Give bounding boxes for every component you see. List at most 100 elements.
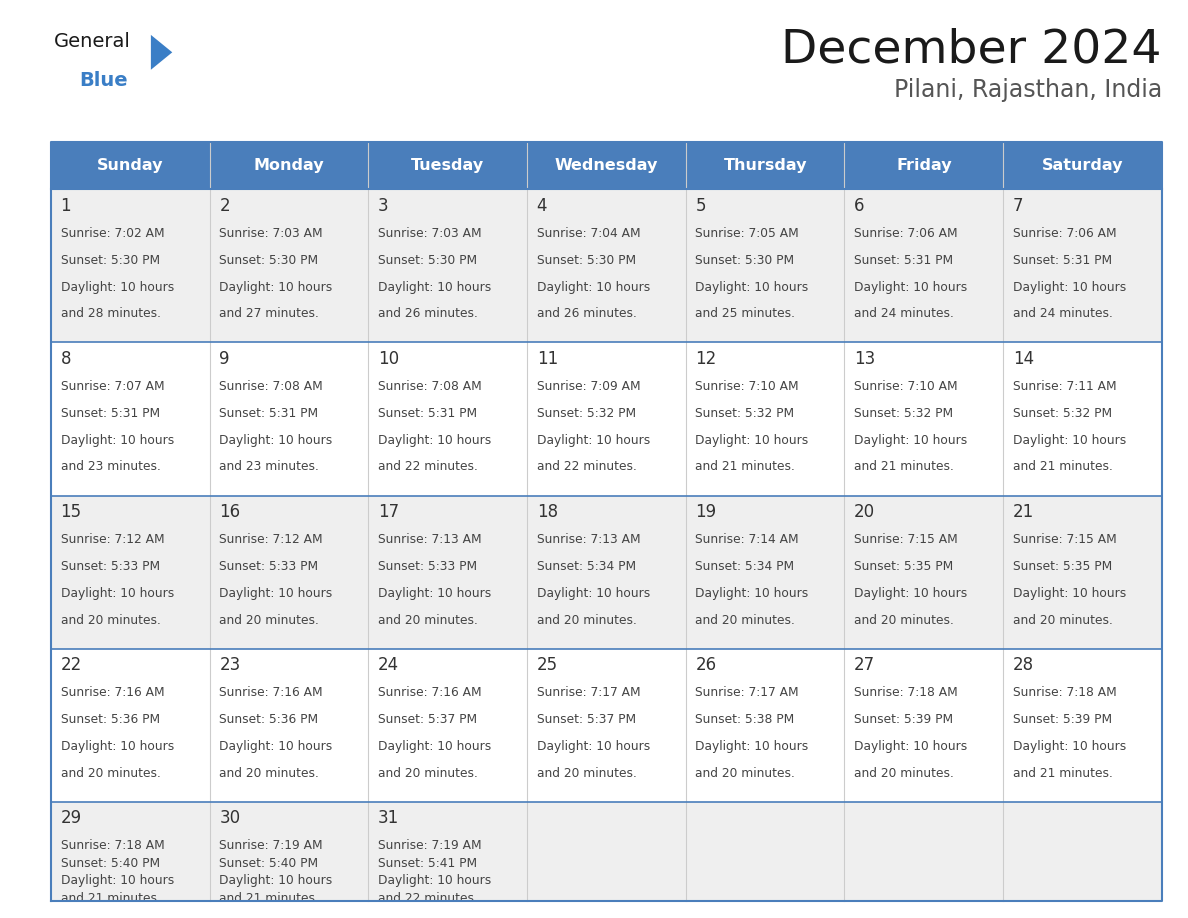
FancyBboxPatch shape (1003, 496, 1162, 649)
Text: Daylight: 10 hours: Daylight: 10 hours (378, 874, 491, 888)
Text: Tuesday: Tuesday (411, 158, 485, 174)
Text: Sunset: 5:32 PM: Sunset: 5:32 PM (695, 407, 795, 420)
Text: and 21 minutes.: and 21 minutes. (220, 891, 320, 905)
Text: Daylight: 10 hours: Daylight: 10 hours (854, 740, 967, 753)
FancyBboxPatch shape (527, 342, 685, 496)
Text: and 27 minutes.: and 27 minutes. (220, 308, 320, 320)
FancyBboxPatch shape (685, 342, 845, 496)
Polygon shape (151, 35, 172, 70)
Text: Daylight: 10 hours: Daylight: 10 hours (1012, 281, 1126, 294)
Text: and 20 minutes.: and 20 minutes. (854, 613, 954, 627)
Text: Sunrise: 7:12 AM: Sunrise: 7:12 AM (61, 533, 164, 546)
Text: Daylight: 10 hours: Daylight: 10 hours (1012, 740, 1126, 753)
FancyBboxPatch shape (51, 342, 210, 496)
Text: 23: 23 (220, 656, 240, 674)
Text: Sunset: 5:33 PM: Sunset: 5:33 PM (61, 560, 159, 573)
FancyBboxPatch shape (527, 801, 685, 901)
Text: Sunrise: 7:08 AM: Sunrise: 7:08 AM (378, 380, 481, 393)
FancyBboxPatch shape (527, 496, 685, 649)
Text: Wednesday: Wednesday (555, 158, 658, 174)
Text: Sunrise: 7:09 AM: Sunrise: 7:09 AM (537, 380, 640, 393)
Text: Daylight: 10 hours: Daylight: 10 hours (61, 874, 173, 888)
Text: Sunrise: 7:03 AM: Sunrise: 7:03 AM (220, 227, 323, 240)
Text: Daylight: 10 hours: Daylight: 10 hours (695, 433, 809, 447)
Text: Sunrise: 7:16 AM: Sunrise: 7:16 AM (61, 687, 164, 700)
Text: 10: 10 (378, 350, 399, 368)
Text: Sunset: 5:39 PM: Sunset: 5:39 PM (854, 713, 953, 726)
FancyBboxPatch shape (210, 649, 368, 801)
Text: Monday: Monday (254, 158, 324, 174)
Text: and 20 minutes.: and 20 minutes. (61, 613, 160, 627)
Text: and 26 minutes.: and 26 minutes. (378, 308, 478, 320)
Text: Sunrise: 7:03 AM: Sunrise: 7:03 AM (378, 227, 481, 240)
Text: Sunset: 5:34 PM: Sunset: 5:34 PM (695, 560, 795, 573)
Text: Sunset: 5:40 PM: Sunset: 5:40 PM (61, 856, 159, 870)
Text: and 20 minutes.: and 20 minutes. (378, 767, 478, 779)
Text: Daylight: 10 hours: Daylight: 10 hours (378, 587, 491, 599)
FancyBboxPatch shape (210, 189, 368, 342)
Text: Daylight: 10 hours: Daylight: 10 hours (220, 740, 333, 753)
Text: Daylight: 10 hours: Daylight: 10 hours (537, 740, 650, 753)
Text: Daylight: 10 hours: Daylight: 10 hours (61, 587, 173, 599)
Text: Sunrise: 7:13 AM: Sunrise: 7:13 AM (537, 533, 640, 546)
Text: Sunset: 5:38 PM: Sunset: 5:38 PM (695, 713, 795, 726)
Text: 11: 11 (537, 350, 558, 368)
Text: Sunset: 5:30 PM: Sunset: 5:30 PM (378, 253, 478, 267)
FancyBboxPatch shape (1003, 189, 1162, 342)
Text: Daylight: 10 hours: Daylight: 10 hours (854, 281, 967, 294)
Text: and 20 minutes.: and 20 minutes. (220, 613, 320, 627)
Text: Sunrise: 7:10 AM: Sunrise: 7:10 AM (695, 380, 800, 393)
Text: Sunset: 5:32 PM: Sunset: 5:32 PM (537, 407, 636, 420)
Text: Sunrise: 7:04 AM: Sunrise: 7:04 AM (537, 227, 640, 240)
Text: 24: 24 (378, 656, 399, 674)
Text: 14: 14 (1012, 350, 1034, 368)
Text: Daylight: 10 hours: Daylight: 10 hours (695, 587, 809, 599)
Text: Sunrise: 7:18 AM: Sunrise: 7:18 AM (61, 839, 164, 853)
Text: and 20 minutes.: and 20 minutes. (695, 613, 795, 627)
Text: and 23 minutes.: and 23 minutes. (61, 461, 160, 474)
Text: Daylight: 10 hours: Daylight: 10 hours (220, 587, 333, 599)
Text: and 28 minutes.: and 28 minutes. (61, 308, 160, 320)
Text: Sunset: 5:37 PM: Sunset: 5:37 PM (378, 713, 478, 726)
Text: Sunset: 5:31 PM: Sunset: 5:31 PM (378, 407, 478, 420)
Text: Sunset: 5:34 PM: Sunset: 5:34 PM (537, 560, 636, 573)
Text: Sunrise: 7:05 AM: Sunrise: 7:05 AM (695, 227, 800, 240)
Text: Sunrise: 7:12 AM: Sunrise: 7:12 AM (220, 533, 323, 546)
Text: Sunrise: 7:16 AM: Sunrise: 7:16 AM (220, 687, 323, 700)
Text: 26: 26 (695, 656, 716, 674)
Text: Sunrise: 7:17 AM: Sunrise: 7:17 AM (695, 687, 800, 700)
FancyBboxPatch shape (685, 801, 845, 901)
Text: Sunrise: 7:06 AM: Sunrise: 7:06 AM (854, 227, 958, 240)
Text: Sunset: 5:31 PM: Sunset: 5:31 PM (220, 407, 318, 420)
FancyBboxPatch shape (368, 496, 527, 649)
Text: Sunset: 5:41 PM: Sunset: 5:41 PM (378, 856, 478, 870)
Text: and 23 minutes.: and 23 minutes. (220, 461, 320, 474)
Text: Sunrise: 7:18 AM: Sunrise: 7:18 AM (1012, 687, 1117, 700)
Text: and 20 minutes.: and 20 minutes. (537, 767, 637, 779)
Text: Sunset: 5:32 PM: Sunset: 5:32 PM (1012, 407, 1112, 420)
Text: and 20 minutes.: and 20 minutes. (1012, 613, 1112, 627)
Text: Daylight: 10 hours: Daylight: 10 hours (854, 587, 967, 599)
Text: Sunrise: 7:13 AM: Sunrise: 7:13 AM (378, 533, 481, 546)
Text: Sunset: 5:35 PM: Sunset: 5:35 PM (854, 560, 953, 573)
FancyBboxPatch shape (845, 342, 1003, 496)
Text: 15: 15 (61, 503, 82, 521)
Text: Sunset: 5:30 PM: Sunset: 5:30 PM (537, 253, 636, 267)
Text: and 22 minutes.: and 22 minutes. (378, 461, 478, 474)
Text: Sunset: 5:30 PM: Sunset: 5:30 PM (220, 253, 318, 267)
Text: Sunrise: 7:10 AM: Sunrise: 7:10 AM (854, 380, 958, 393)
FancyBboxPatch shape (1003, 801, 1162, 901)
Text: Sunset: 5:36 PM: Sunset: 5:36 PM (61, 713, 159, 726)
Text: 3: 3 (378, 196, 388, 215)
Text: Sunset: 5:32 PM: Sunset: 5:32 PM (854, 407, 953, 420)
Text: 13: 13 (854, 350, 876, 368)
Text: Sunset: 5:33 PM: Sunset: 5:33 PM (378, 560, 478, 573)
Text: 30: 30 (220, 809, 240, 827)
Text: and 20 minutes.: and 20 minutes. (854, 767, 954, 779)
Text: 21: 21 (1012, 503, 1034, 521)
Text: 17: 17 (378, 503, 399, 521)
Text: 2: 2 (220, 196, 230, 215)
Text: and 20 minutes.: and 20 minutes. (378, 613, 478, 627)
Text: Sunday: Sunday (97, 158, 164, 174)
Text: and 20 minutes.: and 20 minutes. (695, 767, 795, 779)
